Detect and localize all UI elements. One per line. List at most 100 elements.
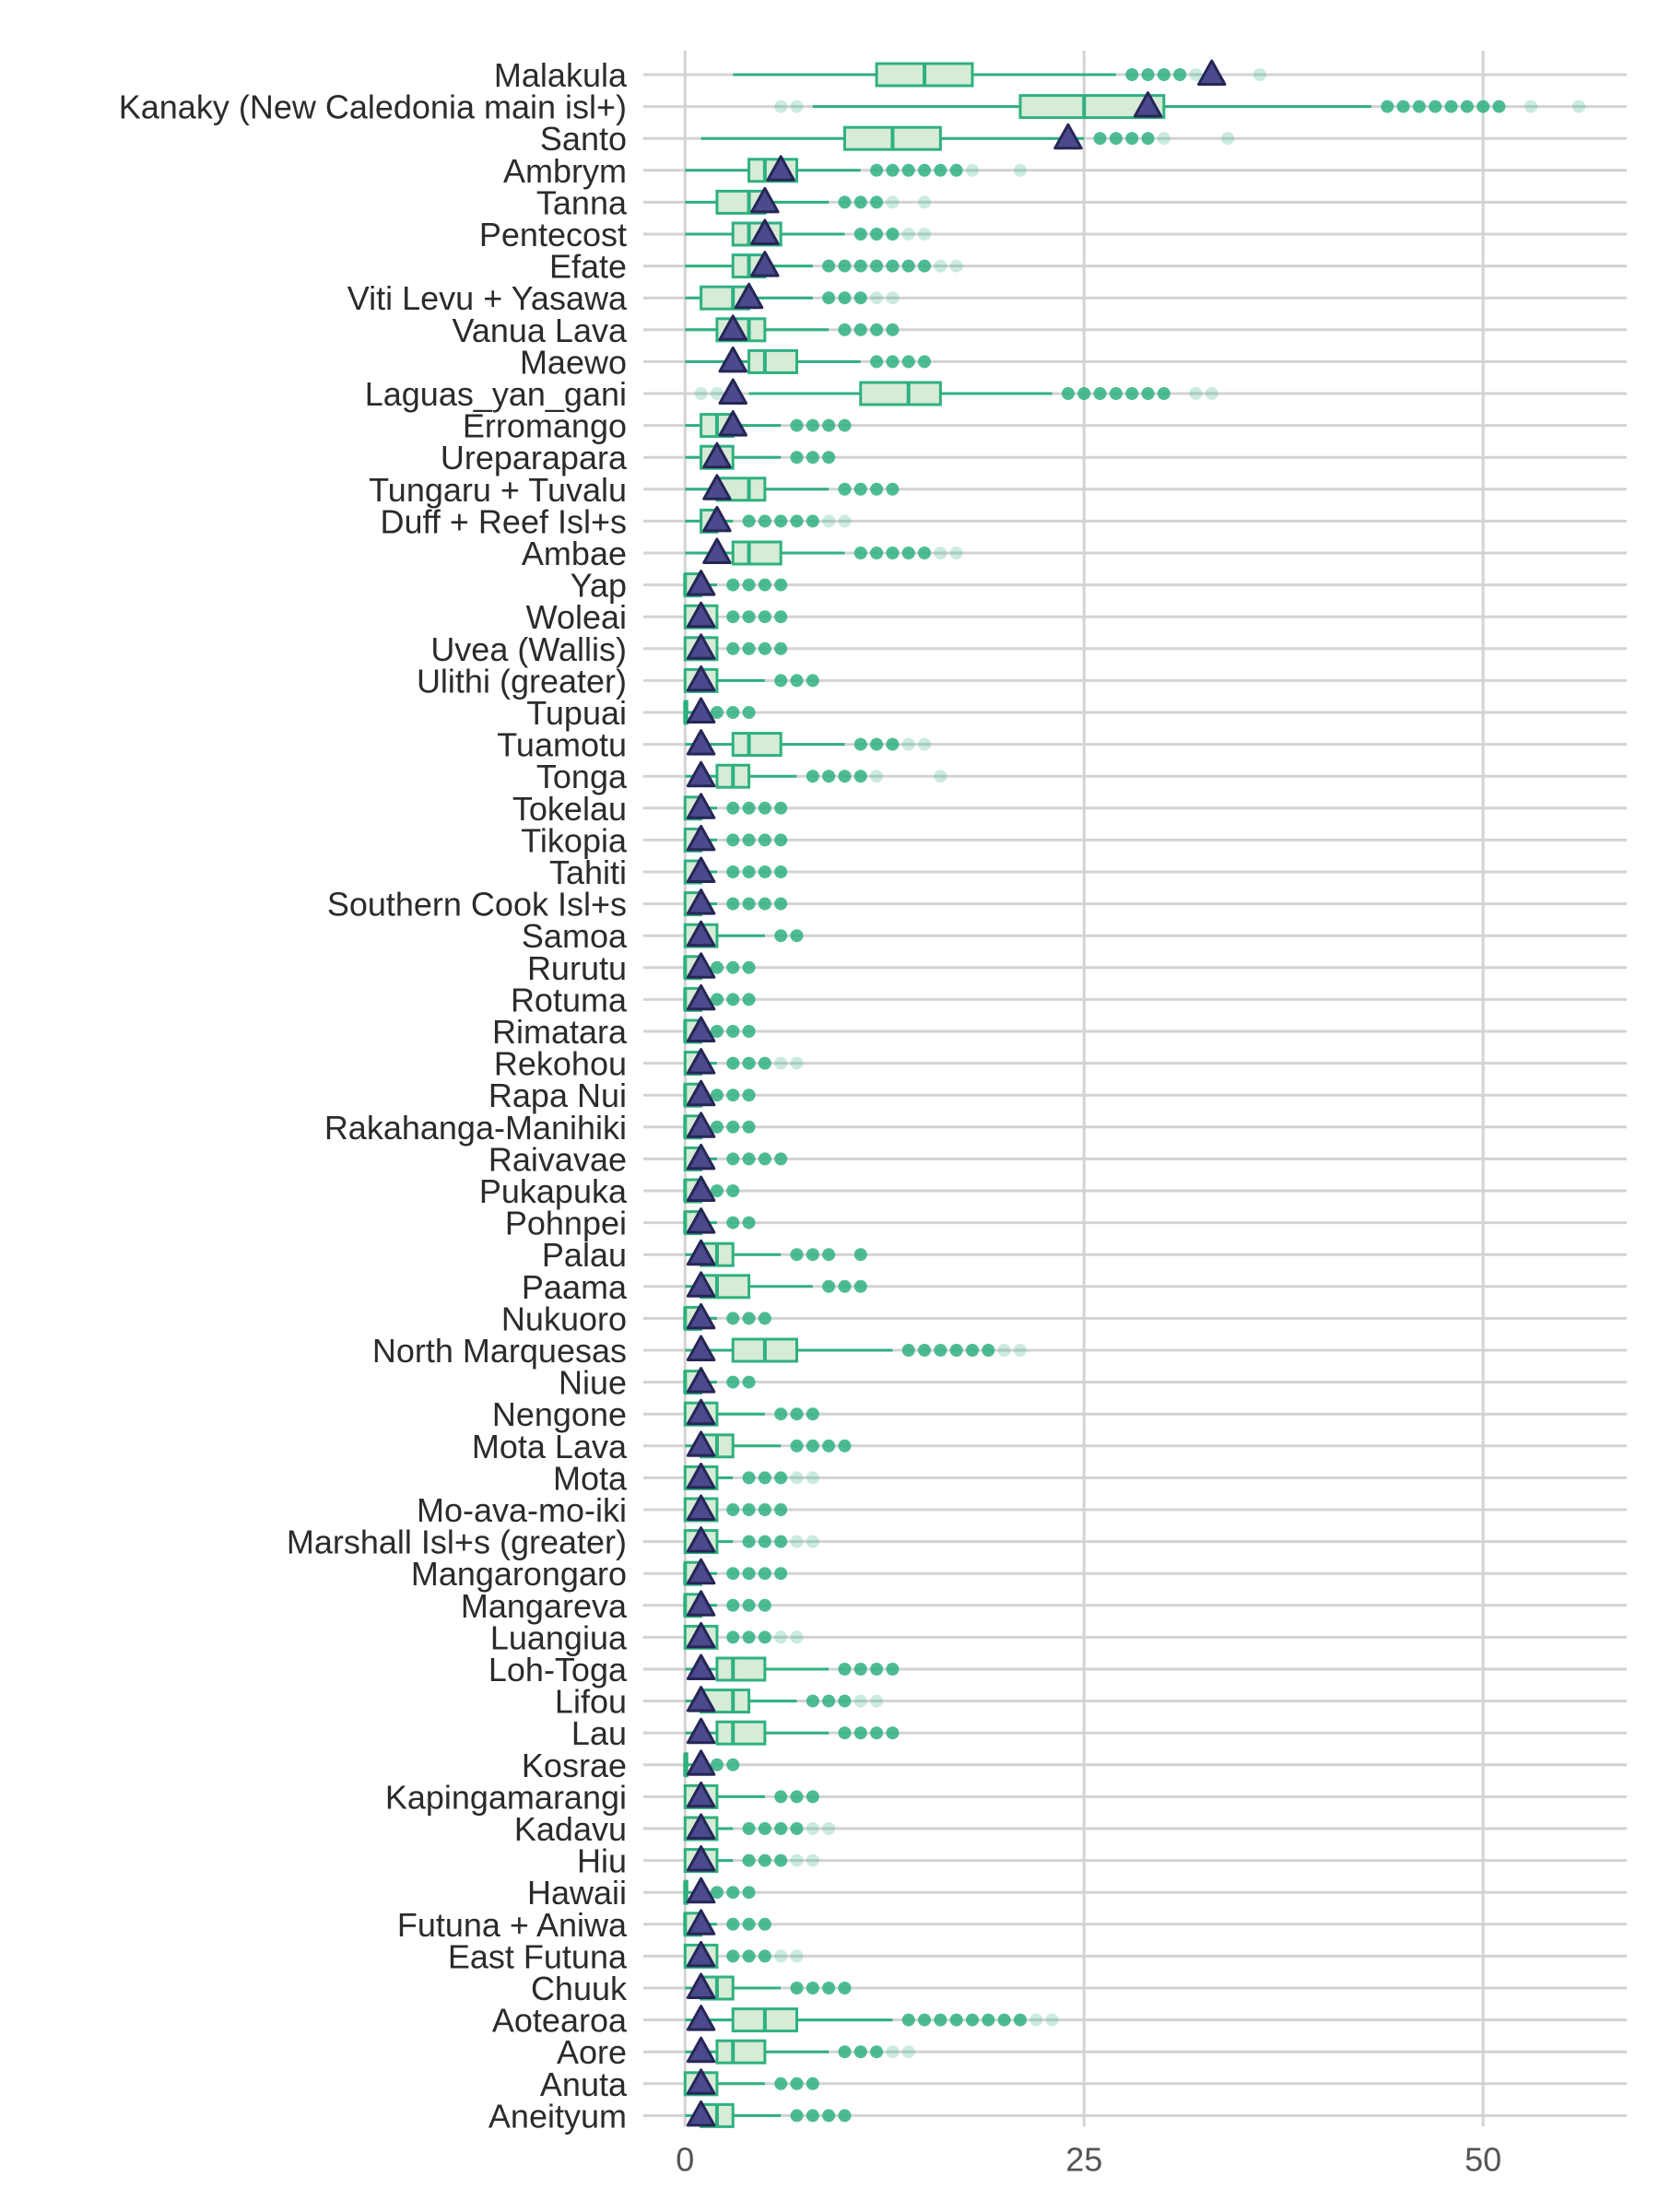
- outlier-point: [806, 1853, 819, 1867]
- outlier-point: [742, 960, 756, 974]
- box-niue: [683, 1367, 756, 1395]
- category-label-mangarongaro: Mangarongaro: [411, 1555, 627, 1593]
- outlier-point: [758, 610, 771, 624]
- box-malakula: [733, 59, 1266, 88]
- mean-marker: [686, 888, 716, 915]
- outlier-point: [710, 1120, 724, 1134]
- outlier-point: [726, 1375, 740, 1389]
- outlier-point: [742, 865, 756, 878]
- outlier-point: [726, 610, 740, 624]
- outlier-point: [806, 1822, 819, 1835]
- outlier-point: [774, 1853, 788, 1867]
- mean-marker: [686, 665, 716, 692]
- outlier-point: [1141, 132, 1155, 146]
- outlier-point: [822, 1822, 836, 1835]
- outlier-point: [774, 833, 788, 847]
- outlier-point: [758, 1471, 771, 1485]
- outlier-point: [742, 1949, 756, 1963]
- outlier-point: [758, 801, 771, 815]
- outlier-point: [774, 865, 788, 878]
- outlier-point: [918, 2013, 932, 2027]
- outlier-point: [790, 2109, 804, 2123]
- outlier-point: [1045, 2013, 1059, 2027]
- outlier-point: [886, 259, 900, 273]
- outlier-point: [838, 1982, 852, 1994]
- category-label-kosrae: Kosrae: [522, 1747, 627, 1784]
- outlier-point: [726, 1567, 740, 1581]
- outlier-point: [966, 2013, 979, 2027]
- category-label-luangiua: Luangiua: [490, 1618, 628, 1656]
- outlier-point: [934, 163, 947, 177]
- box-yap: [683, 570, 788, 598]
- outlier-point: [726, 1184, 740, 1197]
- outlier-point: [726, 1056, 740, 1070]
- category-label-tuamotu: Tuamotu: [497, 726, 627, 764]
- outlier-point: [774, 100, 788, 113]
- outlier-point: [758, 641, 771, 655]
- outlier-point: [742, 578, 756, 592]
- mean-marker: [750, 218, 780, 245]
- box-viti-levu-yasawa: [685, 282, 900, 311]
- outlier-point: [806, 1407, 819, 1421]
- outlier-point: [742, 514, 756, 528]
- category-label-niue: Niue: [559, 1364, 627, 1402]
- outlier-point: [758, 1152, 771, 1166]
- outlier-point: [934, 2013, 947, 2027]
- outlier-point: [790, 1535, 804, 1548]
- category-label-aore: Aore: [557, 2033, 627, 2071]
- outlier-point: [726, 1598, 740, 1612]
- outlier-point: [918, 163, 932, 177]
- mean-marker: [686, 1940, 716, 1968]
- outlier-point: [742, 1886, 756, 1900]
- category-label-pukapuka: Pukapuka: [479, 1172, 628, 1210]
- mean-marker: [686, 1621, 716, 1649]
- mean-marker: [686, 1398, 716, 1426]
- outlier-point: [790, 1471, 804, 1485]
- outlier-point: [774, 2077, 788, 2090]
- outlier-point: [742, 1312, 756, 1325]
- mean-marker: [686, 1781, 716, 1808]
- category-label-chuuk: Chuuk: [531, 1970, 628, 2007]
- outlier-point: [758, 1853, 771, 1867]
- outlier-point: [949, 163, 963, 177]
- box-woleai: [683, 601, 788, 629]
- outlier-point: [806, 674, 819, 688]
- iqr-box: [731, 540, 782, 566]
- outlier-point: [758, 1949, 771, 1963]
- outlier-point: [742, 1598, 756, 1612]
- outlier-point: [758, 897, 771, 911]
- outlier-point: [1189, 387, 1203, 400]
- outlier-point: [774, 1822, 788, 1835]
- category-label-lau: Lau: [571, 1714, 627, 1752]
- outlier-point: [886, 291, 900, 305]
- outlier-point: [710, 1088, 724, 1102]
- box-ulithi-greater: [683, 665, 819, 693]
- mean-marker: [686, 2100, 716, 2127]
- outlier-point: [726, 993, 740, 1006]
- outlier-point: [806, 2109, 819, 2123]
- outlier-point: [1013, 2013, 1027, 2027]
- outlier-point: [1524, 100, 1538, 113]
- category-label-rotuma: Rotuma: [511, 981, 628, 1018]
- mean-marker: [686, 1653, 716, 1680]
- outlier-point: [774, 801, 788, 815]
- outlier-point: [1125, 387, 1139, 400]
- outlier-point: [694, 387, 708, 400]
- mean-marker: [686, 1717, 716, 1745]
- category-label-kadavu: Kadavu: [514, 1810, 627, 1848]
- category-label-marshall-isl-s-greater: Marshall Isl+s (greater): [287, 1524, 627, 1561]
- outlier-point: [790, 1248, 804, 1262]
- mean-marker: [686, 1367, 716, 1394]
- category-label-rekohou: Rekohou: [494, 1045, 627, 1083]
- box-mota-lava: [685, 1430, 852, 1459]
- outlier-point: [742, 1917, 756, 1931]
- outlier-point: [742, 1630, 756, 1644]
- outlier-point: [726, 960, 740, 974]
- mean-marker: [686, 1430, 716, 1457]
- outlier-point: [726, 1917, 740, 1931]
- outlier-point: [838, 770, 852, 783]
- outlier-point: [1477, 100, 1490, 113]
- category-label-santo: Santo: [540, 120, 627, 158]
- category-label-ureparapara: Ureparapara: [441, 439, 628, 477]
